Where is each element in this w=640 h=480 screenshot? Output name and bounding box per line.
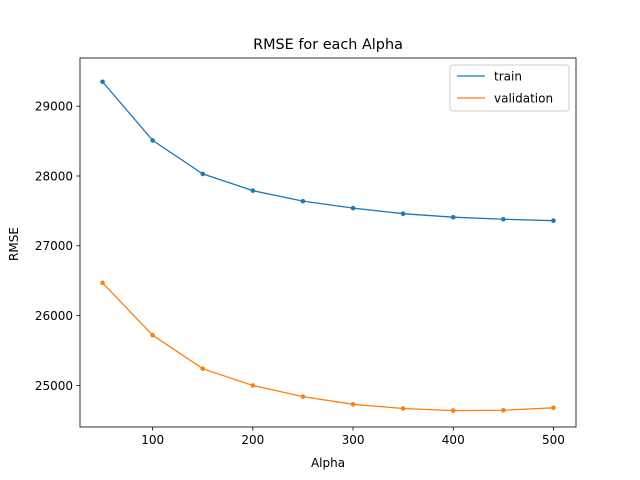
data-point-train bbox=[551, 218, 556, 223]
data-point-train bbox=[450, 214, 456, 220]
data-point-validation bbox=[200, 366, 206, 372]
x-tick-label: 300 bbox=[342, 433, 365, 447]
x-tick-label: 500 bbox=[542, 433, 565, 447]
data-point-validation bbox=[551, 405, 556, 411]
data-point-validation bbox=[150, 332, 155, 338]
legend-label-validation: validation bbox=[494, 91, 553, 105]
chart-title: RMSE for each Alpha bbox=[253, 37, 403, 53]
data-point-train bbox=[501, 216, 506, 222]
legend-label-train: train bbox=[494, 69, 522, 83]
y-axis-label: RMSE bbox=[7, 227, 21, 261]
x-tick-label: 200 bbox=[241, 433, 264, 447]
legend: train validation bbox=[449, 64, 570, 112]
data-point-train bbox=[350, 205, 356, 211]
data-point-validation bbox=[300, 394, 306, 399]
y-tick-label: 29000 bbox=[35, 99, 73, 113]
series-validation bbox=[100, 280, 556, 413]
data-point-train bbox=[300, 198, 306, 204]
y-tick-label: 28000 bbox=[35, 169, 73, 183]
data-point-validation bbox=[400, 406, 406, 411]
y-tick-label: 26000 bbox=[35, 309, 73, 323]
y-tick-label: 25000 bbox=[35, 379, 73, 393]
x-tick-label: 400 bbox=[442, 433, 465, 447]
x-axis-label: Alpha bbox=[311, 456, 345, 470]
data-point-validation bbox=[250, 383, 256, 388]
data-point-validation bbox=[350, 402, 356, 407]
plot-area: 100 200 300 400 500 25000 26000 27000 28000 29000 bbox=[35, 57, 577, 447]
y-tick-label: 27000 bbox=[35, 239, 73, 253]
data-point-validation bbox=[100, 280, 105, 286]
data-point-validation bbox=[501, 407, 506, 413]
series-train bbox=[100, 79, 556, 223]
data-point-validation bbox=[450, 408, 456, 413]
data-point-train bbox=[150, 138, 155, 143]
axes-frame bbox=[79, 57, 577, 428]
data-point-train bbox=[100, 79, 105, 85]
x-tick-label: 100 bbox=[141, 433, 164, 447]
series-line-validation bbox=[102, 282, 554, 412]
series-line-train bbox=[102, 81, 554, 222]
data-point-train bbox=[200, 171, 206, 177]
data-point-train bbox=[400, 211, 406, 216]
data-point-train bbox=[250, 188, 256, 193]
